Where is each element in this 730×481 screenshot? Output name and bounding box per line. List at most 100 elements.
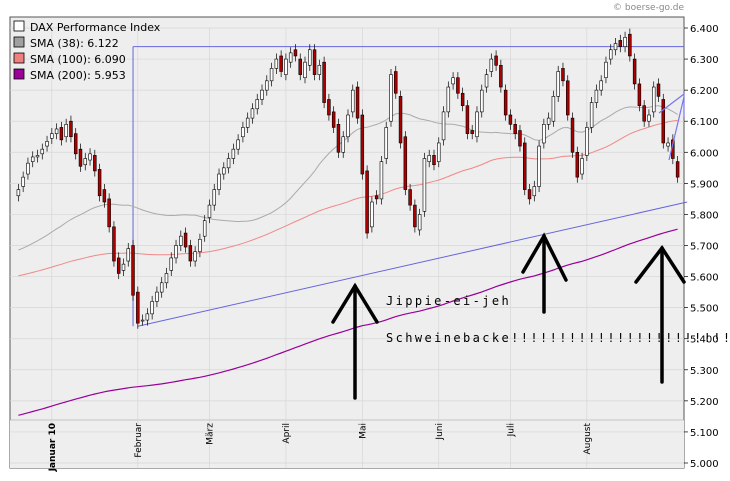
candle-body (513, 124, 517, 134)
candle-body (164, 273, 169, 284)
y-tick-label: 5.900 (690, 179, 719, 190)
candle-body (532, 186, 537, 197)
sma-200-line (18, 228, 678, 416)
candle-body (217, 173, 221, 190)
candle-body (198, 238, 202, 253)
candle-body (642, 105, 646, 122)
candle-body (460, 92, 465, 106)
candle-body (136, 291, 140, 324)
candle-body (556, 71, 560, 97)
y-tick-label: 5.000 (690, 459, 719, 470)
candle-body (470, 130, 474, 134)
candle-body (546, 117, 551, 125)
candle-body (374, 195, 379, 200)
candle-body (202, 220, 207, 237)
candle-body (494, 55, 498, 66)
candle-body (437, 142, 441, 162)
candle-body (484, 74, 489, 88)
x-tick-label: Juni (435, 423, 445, 441)
candle-body (331, 111, 336, 128)
candle-body (589, 102, 594, 128)
annotation-arrows (331, 232, 686, 400)
candle-body (413, 204, 417, 228)
candle-body (150, 301, 154, 315)
candle-body (59, 127, 64, 141)
candle-body (159, 282, 164, 293)
candle-body (370, 201, 374, 228)
candle-body (174, 245, 178, 259)
legend-label-sma38: SMA (38): 6.122 (30, 37, 119, 50)
candle-body (604, 61, 608, 79)
candle-body (226, 158, 231, 169)
candle-body (126, 248, 130, 262)
x-tick-label: April (282, 423, 292, 444)
candle-body (260, 89, 264, 100)
x-axis-ticks: Januar 10 Februar März April Mai Juni Juli Augu… (48, 423, 593, 473)
y-tick-label: 6.300 (690, 55, 719, 66)
candle-body (241, 127, 245, 138)
candle-body (647, 114, 651, 122)
candle-body (417, 214, 422, 231)
legend-swatch-sma100 (13, 52, 25, 64)
candle-body (351, 89, 355, 113)
candle-body (107, 198, 111, 228)
candle-body (394, 71, 398, 94)
candle-body (21, 176, 25, 187)
candle-body (346, 114, 350, 138)
plot-area (9, 16, 685, 469)
candle-body (284, 58, 288, 75)
legend-label-dax: DAX Performance Index (30, 21, 161, 34)
candle-body (78, 148, 83, 167)
candle-body (384, 127, 388, 159)
legend-label-sma100: SMA (100): 6.090 (30, 53, 126, 66)
candle-body (408, 189, 412, 206)
candle-body (26, 162, 30, 175)
candle-body (618, 40, 623, 47)
y-tick-label: 6.200 (690, 86, 719, 97)
candle-body (155, 291, 159, 302)
candle-body (93, 155, 97, 172)
candle-body (269, 68, 274, 82)
up-arrow-icon (331, 282, 379, 400)
x-tick-label: Mai (358, 423, 368, 439)
legend-swatch-sma200 (13, 68, 25, 80)
y-tick-label: 6.000 (690, 148, 719, 159)
candle-body (188, 245, 193, 262)
y-tick-label: 5.100 (690, 428, 719, 439)
candle-body (303, 61, 307, 79)
candle-body (73, 133, 78, 155)
candle-body (312, 49, 317, 75)
candle-body (422, 158, 427, 212)
candle-body (121, 263, 126, 271)
candle-body (169, 257, 173, 271)
candle-body (527, 189, 532, 200)
candle-body (97, 169, 102, 197)
candle-body (83, 158, 87, 166)
candle-body (542, 124, 546, 144)
candle-body (609, 49, 613, 60)
candle-body (341, 136, 345, 153)
candle-body (16, 189, 21, 197)
candle-body (523, 142, 527, 190)
candle-body (88, 153, 92, 161)
candle-body (30, 156, 35, 162)
candle-body (503, 89, 508, 116)
candle-body (623, 37, 627, 47)
candle-body (365, 170, 369, 234)
candle-body (274, 58, 279, 69)
candle-body (432, 155, 436, 166)
candle-body (288, 52, 293, 63)
candle-body (336, 124, 341, 153)
y-tick-label: 5.700 (690, 242, 719, 253)
candle-body (236, 139, 240, 150)
candle-body (140, 319, 145, 322)
candle-body (456, 77, 460, 94)
candle-body (116, 257, 121, 274)
candle-body (379, 161, 384, 200)
candle-body (207, 204, 212, 218)
candle-body (475, 111, 479, 138)
candle-body (145, 313, 150, 321)
y-tick-label: 5.600 (690, 273, 719, 284)
candle-body (427, 155, 431, 162)
